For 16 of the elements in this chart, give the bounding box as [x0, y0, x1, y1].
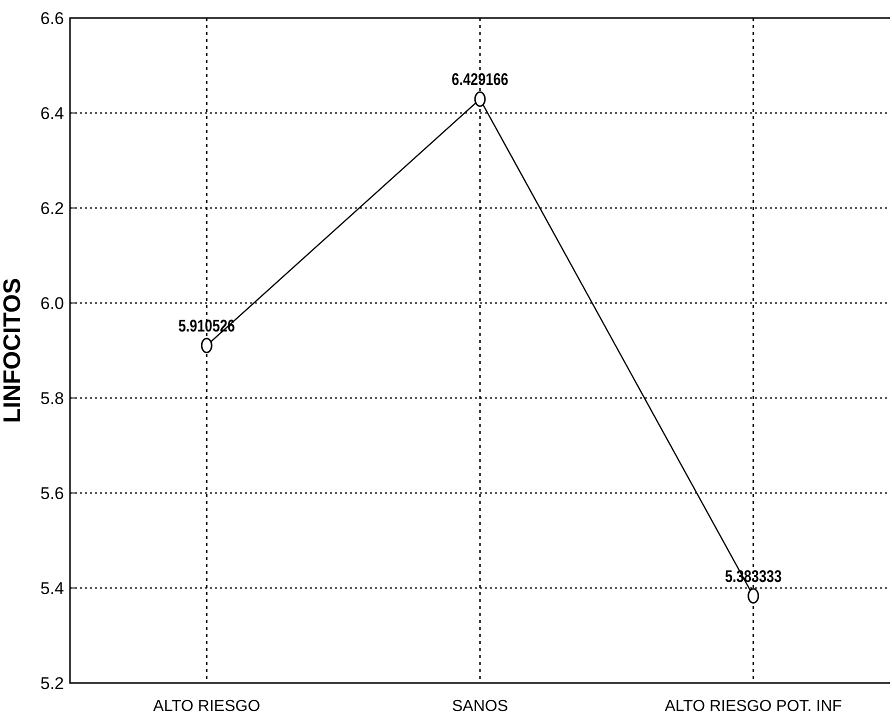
y-axis-title: LINFOCITOS: [0, 278, 26, 423]
y-tick-label: 6.2: [40, 198, 64, 218]
point: [474, 91, 486, 107]
y-tick-label: 6.0: [40, 294, 64, 313]
y-tick-label: 5.4: [40, 578, 64, 598]
y-tick-label: 5.2: [40, 674, 64, 693]
data-label: 6.429166: [452, 70, 508, 90]
y-tick-label: 5.8: [40, 388, 64, 408]
x-tick-label: SANOS: [452, 698, 508, 715]
y-tick-label: 6.6: [40, 8, 64, 28]
x-tick-label: ALTO RIESGO: [153, 698, 260, 715]
point: [748, 588, 760, 604]
y-tick-label: 6.4: [40, 104, 64, 123]
y-tick-label: 5.6: [40, 484, 64, 503]
point: [200, 338, 212, 354]
x-tick-label: ALTO RIESGO POT. INF: [664, 698, 842, 715]
